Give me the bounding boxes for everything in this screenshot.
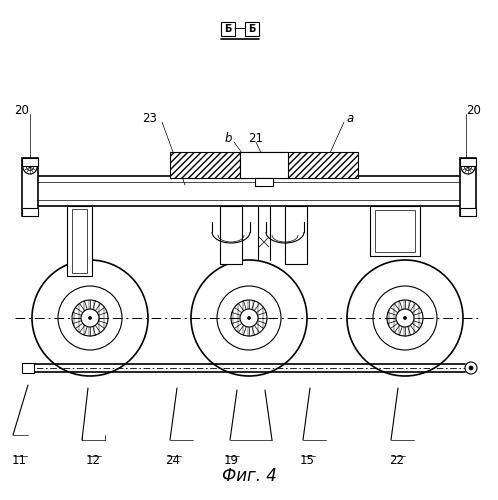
Circle shape	[403, 316, 406, 320]
Bar	[67, 206, 92, 276]
Bar	[170, 152, 240, 178]
Text: 11: 11	[11, 454, 26, 468]
Text: Б: Б	[224, 24, 232, 34]
Circle shape	[240, 309, 258, 327]
Bar	[22, 208, 38, 216]
Circle shape	[465, 362, 477, 374]
Circle shape	[191, 260, 307, 376]
Circle shape	[373, 286, 437, 350]
Text: 24: 24	[165, 454, 180, 468]
Circle shape	[387, 300, 423, 336]
Circle shape	[231, 300, 267, 336]
Bar	[245, 22, 259, 36]
Bar	[460, 158, 476, 166]
Text: Фиг. 4: Фиг. 4	[222, 467, 276, 485]
Bar	[375, 210, 415, 252]
Circle shape	[81, 309, 99, 327]
Text: Б: Б	[249, 24, 255, 34]
Text: 21: 21	[249, 132, 263, 144]
Circle shape	[248, 316, 250, 320]
Bar	[285, 206, 307, 264]
Bar	[370, 206, 420, 256]
Circle shape	[26, 164, 33, 170]
Text: —: —	[234, 22, 246, 36]
Bar	[460, 158, 476, 216]
Bar	[22, 363, 34, 373]
Text: 22: 22	[389, 454, 404, 468]
Bar	[22, 158, 38, 166]
Bar	[72, 209, 87, 273]
Text: 15: 15	[300, 454, 314, 468]
Text: 19: 19	[224, 454, 239, 468]
Text: 12: 12	[86, 454, 101, 468]
Circle shape	[465, 164, 472, 170]
Text: 20: 20	[467, 104, 482, 117]
Text: a: a	[347, 112, 354, 124]
Bar	[255, 178, 273, 186]
Circle shape	[461, 160, 475, 174]
Bar	[240, 152, 288, 178]
Circle shape	[469, 366, 473, 370]
Bar	[460, 208, 476, 216]
Text: 20: 20	[14, 104, 29, 117]
Circle shape	[89, 316, 92, 320]
Circle shape	[23, 160, 37, 174]
Bar	[221, 22, 235, 36]
Circle shape	[32, 260, 148, 376]
Circle shape	[72, 300, 108, 336]
Text: b: b	[224, 132, 232, 144]
Circle shape	[217, 286, 281, 350]
Text: 23: 23	[142, 112, 157, 124]
Circle shape	[347, 260, 463, 376]
Circle shape	[58, 286, 122, 350]
Bar	[220, 206, 242, 264]
Bar	[288, 152, 358, 178]
Circle shape	[396, 309, 414, 327]
Bar	[22, 158, 38, 216]
